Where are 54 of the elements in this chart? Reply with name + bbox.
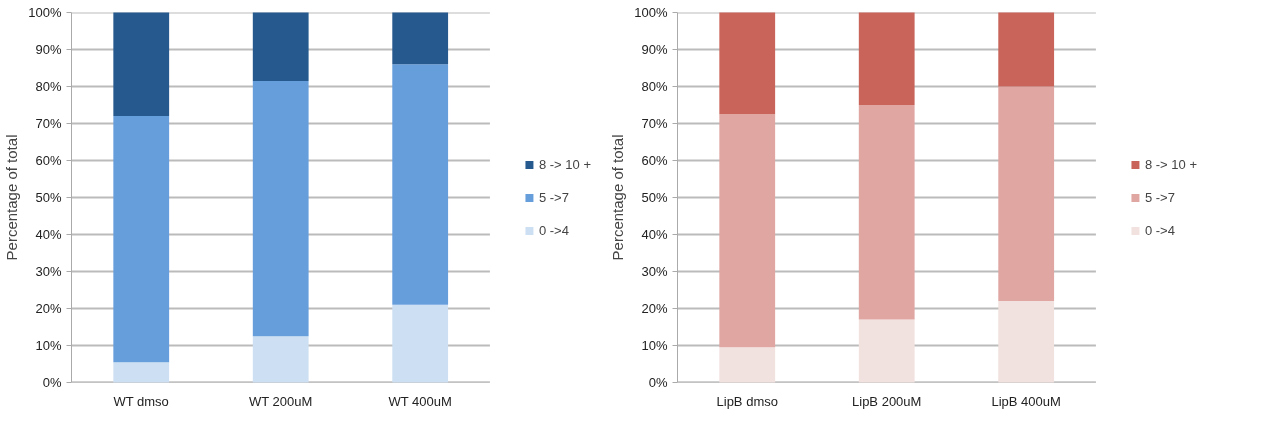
legend-label: 5 ->7 bbox=[538, 189, 569, 205]
y-tick-label: 0% bbox=[42, 375, 62, 390]
y-tick-label: 40% bbox=[641, 227, 668, 242]
legend-label: 0 ->4 bbox=[538, 222, 569, 238]
y-tick-label: 70% bbox=[641, 116, 668, 131]
bar bbox=[719, 347, 776, 383]
bar bbox=[858, 319, 915, 383]
y-tick-label: 10% bbox=[35, 338, 62, 353]
bar bbox=[252, 336, 309, 383]
y-axis-title: Percentage of total bbox=[3, 134, 21, 261]
y-axis-title: Percentage of total bbox=[609, 134, 627, 261]
y-tick-label: 20% bbox=[35, 301, 62, 316]
bar bbox=[252, 12, 309, 81]
x-tick-label: WT 200uM bbox=[248, 393, 313, 409]
bar bbox=[392, 64, 449, 305]
bar bbox=[998, 12, 1055, 87]
legend-label: 0 ->4 bbox=[1144, 222, 1175, 238]
y-tick-label: 10% bbox=[641, 338, 668, 353]
y-tick-label: 70% bbox=[35, 116, 62, 131]
x-tick-label: WT dmso bbox=[113, 393, 169, 409]
y-tick-label: 60% bbox=[641, 153, 668, 168]
x-tick-label: LipB 200uM bbox=[852, 393, 922, 409]
y-tick-label: 100% bbox=[28, 5, 62, 20]
bar bbox=[998, 301, 1055, 383]
bar bbox=[113, 116, 170, 363]
bar bbox=[719, 12, 776, 115]
y-tick-label: 30% bbox=[35, 264, 62, 279]
y-tick-label: 100% bbox=[634, 5, 668, 20]
legend-label: 5 ->7 bbox=[1144, 189, 1175, 205]
y-tick-label: 40% bbox=[35, 227, 62, 242]
y-tick-label: 30% bbox=[641, 264, 668, 279]
x-tick-label: WT 400uM bbox=[388, 393, 452, 409]
y-tick-label: 0% bbox=[648, 375, 668, 390]
y-tick-label: 80% bbox=[35, 79, 62, 94]
y-tick-label: 90% bbox=[35, 42, 62, 57]
bar bbox=[719, 114, 776, 348]
bar bbox=[998, 86, 1055, 302]
y-tick-label: 80% bbox=[641, 79, 668, 94]
bar bbox=[113, 362, 170, 383]
bar bbox=[858, 12, 915, 105]
x-tick-label: LipB 400uM bbox=[991, 393, 1061, 409]
bar bbox=[858, 105, 915, 320]
x-tick-label: LipB dmso bbox=[716, 393, 778, 409]
legend-label: 8 -> 10 + bbox=[1144, 156, 1197, 172]
bar bbox=[392, 304, 449, 383]
y-tick-label: 50% bbox=[35, 190, 62, 205]
y-tick-label: 50% bbox=[641, 190, 668, 205]
bar bbox=[252, 80, 309, 337]
bar bbox=[392, 12, 449, 65]
y-tick-label: 60% bbox=[35, 153, 62, 168]
legend-label: 8 -> 10 + bbox=[538, 156, 591, 172]
y-tick-label: 90% bbox=[641, 42, 668, 57]
bar bbox=[113, 12, 170, 117]
y-tick-label: 20% bbox=[641, 301, 668, 316]
